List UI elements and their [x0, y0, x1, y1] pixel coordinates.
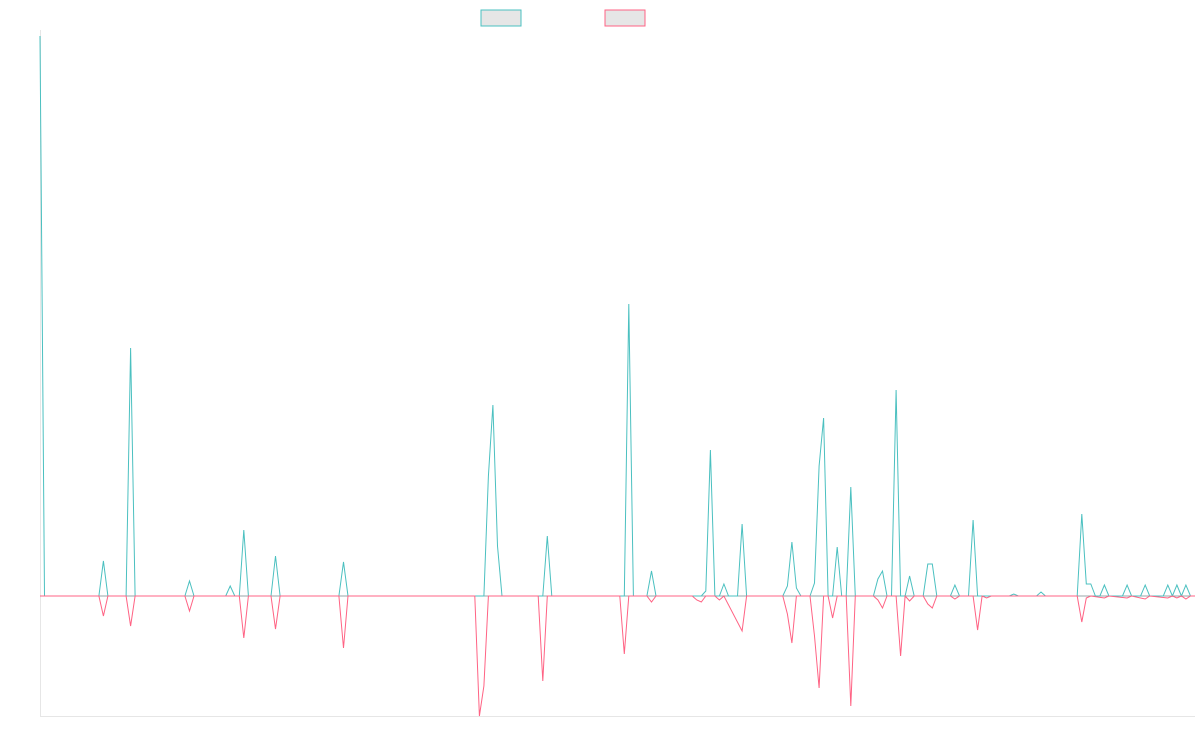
series-layer — [39, 35, 1195, 717]
legend-swatch-series-1[interactable] — [480, 9, 522, 27]
series-line-2 — [40, 594, 1195, 717]
legend — [480, 9, 646, 27]
series-line-1 — [39, 35, 1195, 598]
legend-swatch-series-2[interactable] — [604, 9, 646, 27]
